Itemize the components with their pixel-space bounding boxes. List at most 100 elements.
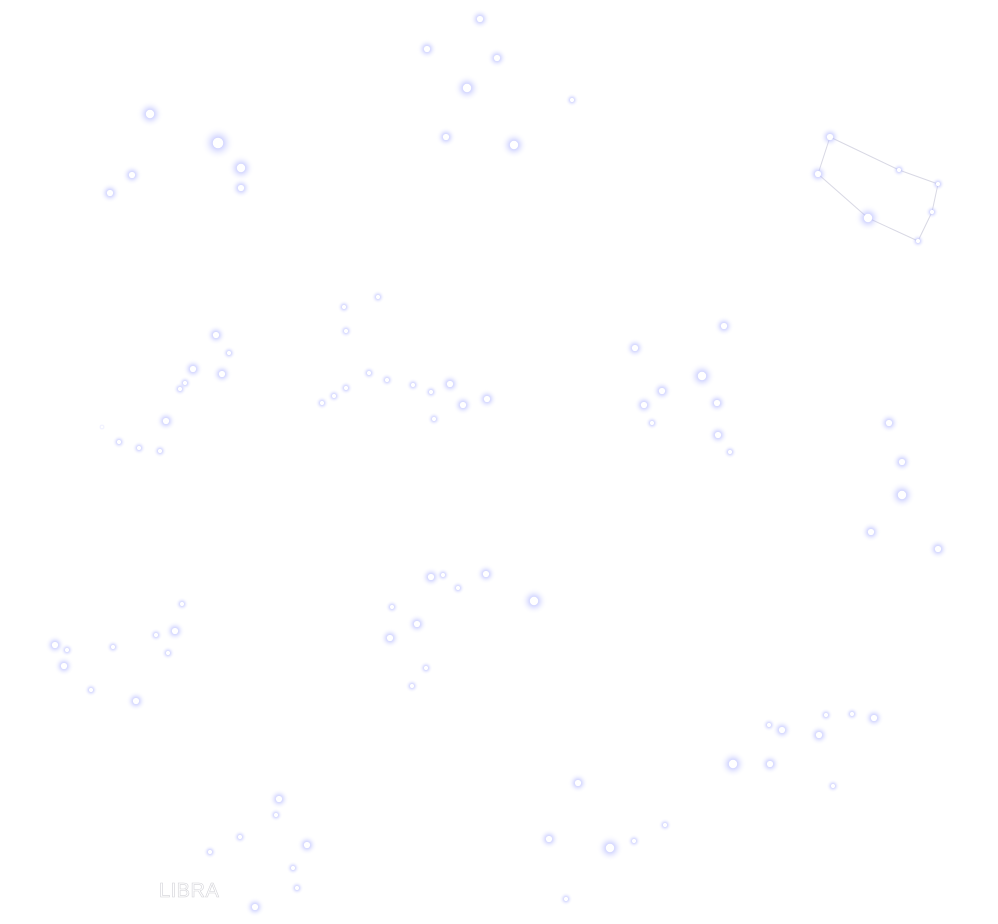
star-core [343, 385, 349, 391]
star-core [179, 601, 185, 607]
star-core [303, 841, 311, 849]
star-core [728, 759, 738, 769]
star [651, 380, 673, 402]
star [419, 661, 433, 675]
star-core [319, 400, 325, 406]
star [406, 613, 428, 635]
star-core [885, 419, 893, 427]
constellation-line [898, 169, 939, 185]
star [125, 690, 147, 712]
star-core [51, 641, 59, 649]
star-core [165, 650, 171, 656]
star-core [446, 380, 454, 388]
star-core [658, 387, 666, 395]
star [596, 834, 624, 862]
star [645, 416, 659, 430]
star [538, 828, 560, 850]
star-core [823, 712, 829, 718]
star-core [431, 416, 437, 422]
star-core [116, 439, 122, 445]
star [385, 600, 399, 614]
star [719, 750, 747, 778]
star [436, 568, 450, 582]
star [420, 566, 442, 588]
star [452, 394, 474, 416]
constellation-label: LIBRA [159, 880, 220, 903]
star [469, 8, 491, 30]
star [475, 563, 497, 585]
star [925, 205, 939, 219]
star [405, 679, 419, 693]
star [290, 881, 304, 895]
star [931, 177, 945, 191]
star-core [236, 163, 246, 173]
star-core [251, 903, 259, 911]
star [153, 444, 167, 458]
star-core [814, 170, 822, 178]
star-core [934, 545, 942, 553]
star [808, 724, 830, 746]
star-core [720, 322, 728, 330]
star [106, 640, 120, 654]
star [826, 779, 840, 793]
star [371, 290, 385, 304]
star [416, 38, 438, 60]
star [500, 131, 528, 159]
star [296, 834, 318, 856]
star [658, 818, 672, 832]
star [892, 163, 906, 177]
star-core [766, 722, 772, 728]
star [565, 93, 579, 107]
star-core [237, 184, 245, 192]
star [339, 324, 353, 338]
star-core [132, 697, 140, 705]
star [819, 708, 833, 722]
star-core [343, 328, 349, 334]
star [233, 830, 247, 844]
star [286, 861, 300, 875]
star-core [529, 596, 539, 606]
star-core [290, 865, 296, 871]
star [211, 363, 233, 385]
star-core [897, 490, 907, 500]
star [845, 707, 859, 721]
star-core [162, 417, 170, 425]
star-core [273, 812, 279, 818]
star-core [662, 822, 668, 828]
star-core [631, 344, 639, 352]
star-core [207, 849, 213, 855]
star-core [935, 181, 941, 187]
star-core [605, 843, 615, 853]
star-core [849, 711, 855, 717]
star-core [483, 395, 491, 403]
star [60, 643, 74, 657]
star-core [476, 15, 484, 23]
star-core [294, 885, 300, 891]
star-core [128, 171, 136, 179]
star-core [189, 365, 197, 373]
star-core [110, 644, 116, 650]
star [132, 441, 146, 455]
star [379, 627, 401, 649]
star-core [275, 795, 283, 803]
star [771, 719, 793, 741]
star [520, 587, 548, 615]
star [315, 396, 329, 410]
star [723, 445, 737, 459]
star-core [826, 133, 834, 141]
star [453, 74, 481, 102]
star [476, 388, 498, 410]
star [713, 315, 735, 337]
star-core [136, 445, 142, 451]
star [121, 164, 143, 186]
star-core [867, 528, 875, 536]
star-core [640, 401, 648, 409]
star [891, 451, 913, 473]
star [567, 772, 589, 794]
star [222, 346, 236, 360]
star-core [226, 350, 232, 356]
star-core [815, 731, 823, 739]
star [339, 381, 353, 395]
star [380, 373, 394, 387]
